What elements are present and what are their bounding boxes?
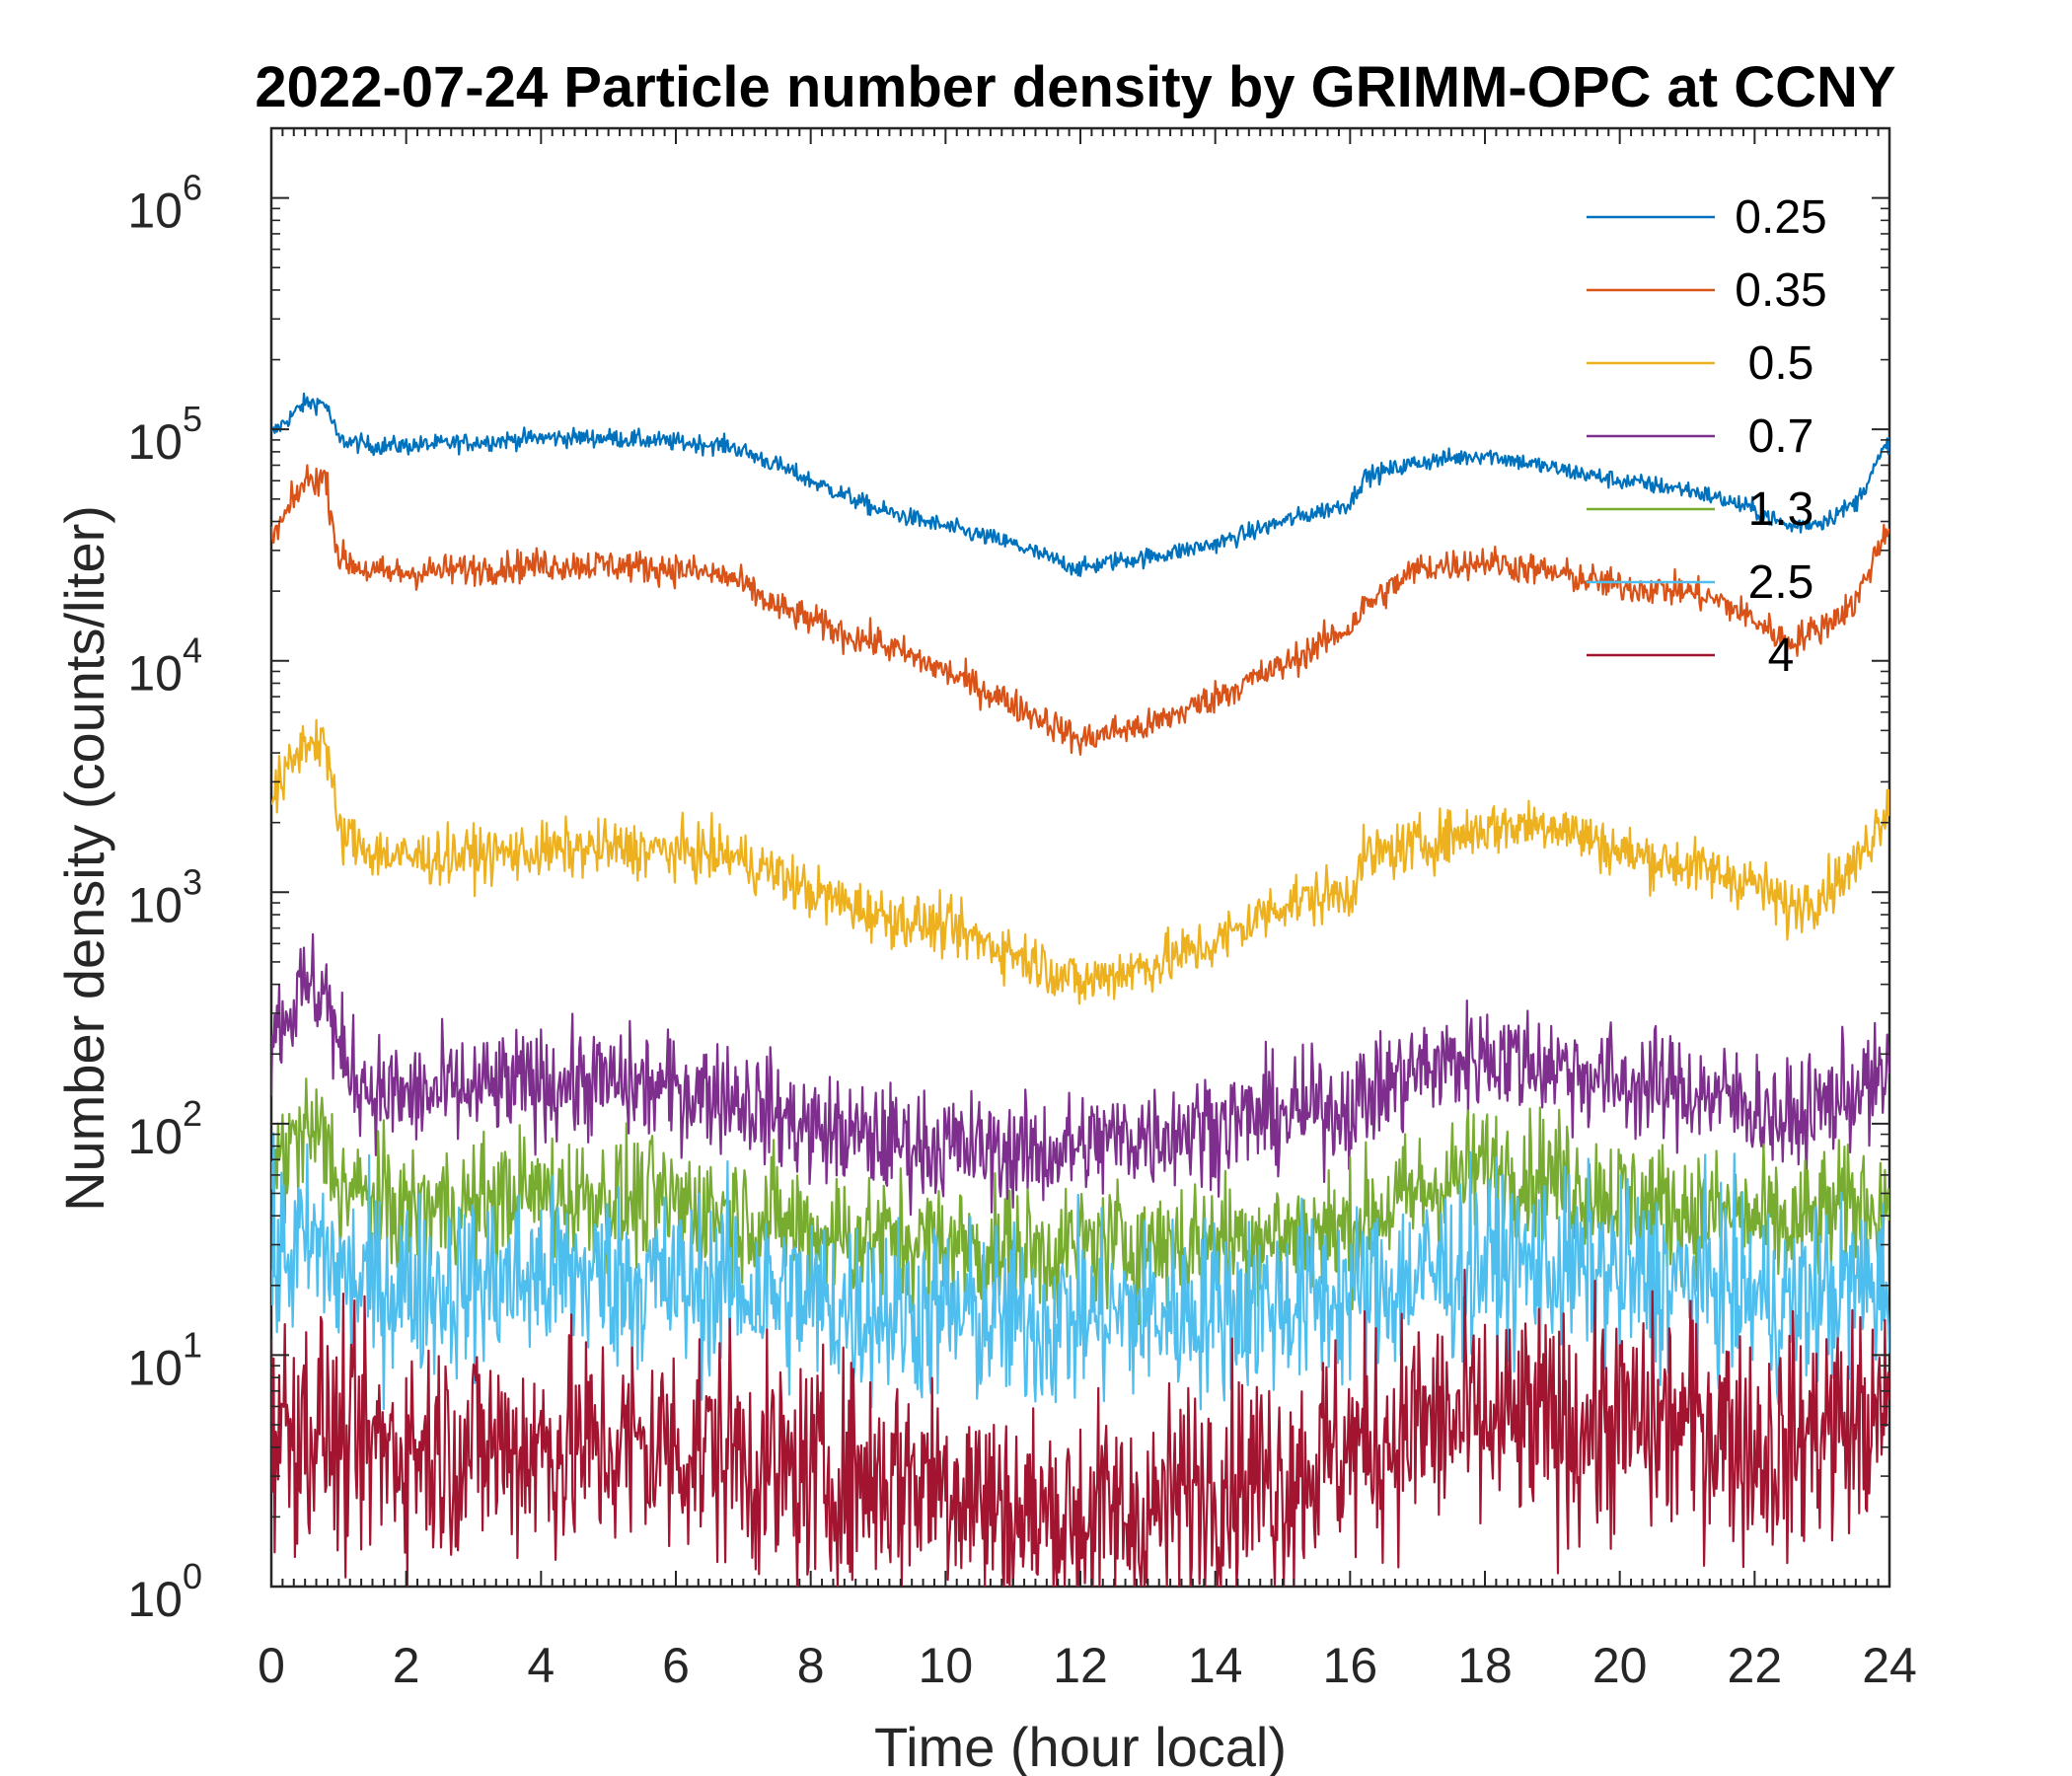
legend-label-2.5: 2.5	[1748, 556, 1814, 609]
series-line-0.5	[271, 718, 1889, 1005]
x-tick-labels: 0 2 4 6 8 10 12 14 16 18 20 22 24	[258, 1638, 1917, 1693]
legend-label-0.5: 0.5	[1748, 337, 1814, 390]
x-tick-label: 24	[1862, 1638, 1917, 1693]
x-tick-label: 8	[797, 1638, 825, 1693]
x-tick-label: 22	[1728, 1638, 1783, 1693]
series-line-0.35	[271, 464, 1889, 756]
chart-title: 2022-07-24 Particle number density by GR…	[255, 55, 1895, 119]
legend-label-4: 4	[1768, 629, 1795, 682]
x-tick-label: 12	[1053, 1638, 1108, 1693]
x-tick-label: 14	[1188, 1638, 1243, 1693]
y-axis-label: Number density (counts/liter)	[53, 505, 115, 1212]
y-tick-label: 104	[127, 630, 202, 702]
x-tick-label: 4	[527, 1638, 555, 1693]
series-line-0.7	[271, 932, 1889, 1217]
legend: 0.25 0.35 0.5 0.7 1.3 2.5 4	[1587, 191, 1827, 682]
x-axis-label: Time (hour local)	[874, 1716, 1287, 1776]
axis-ticks	[270, 127, 1890, 1588]
y-tick-label: 106	[127, 168, 202, 239]
x-tick-label: 20	[1592, 1638, 1648, 1693]
series-line-0.25	[271, 392, 1889, 577]
y-tick-label: 100	[127, 1556, 202, 1627]
legend-label-1.3: 1.3	[1748, 483, 1814, 536]
series-line-4	[271, 1268, 1889, 1587]
y-tick-label: 102	[127, 1093, 202, 1164]
x-tick-label: 10	[919, 1638, 974, 1693]
y-tick-labels: 100 101 102 103 104 105 106	[127, 168, 202, 1627]
y-tick-label: 101	[127, 1324, 202, 1395]
x-tick-label: 2	[393, 1638, 420, 1693]
legend-label-0.35: 0.35	[1735, 264, 1826, 317]
legend-label-0.25: 0.25	[1735, 191, 1826, 244]
x-tick-label: 6	[662, 1638, 690, 1693]
y-tick-label: 105	[127, 399, 202, 470]
legend-label-0.7: 0.7	[1748, 410, 1814, 463]
series-layer	[271, 392, 1889, 1587]
x-tick-label: 0	[258, 1638, 285, 1693]
x-tick-label: 16	[1323, 1638, 1378, 1693]
x-tick-label: 18	[1457, 1638, 1513, 1693]
y-tick-label: 103	[127, 861, 202, 932]
series-line-1.3	[271, 1077, 1889, 1326]
